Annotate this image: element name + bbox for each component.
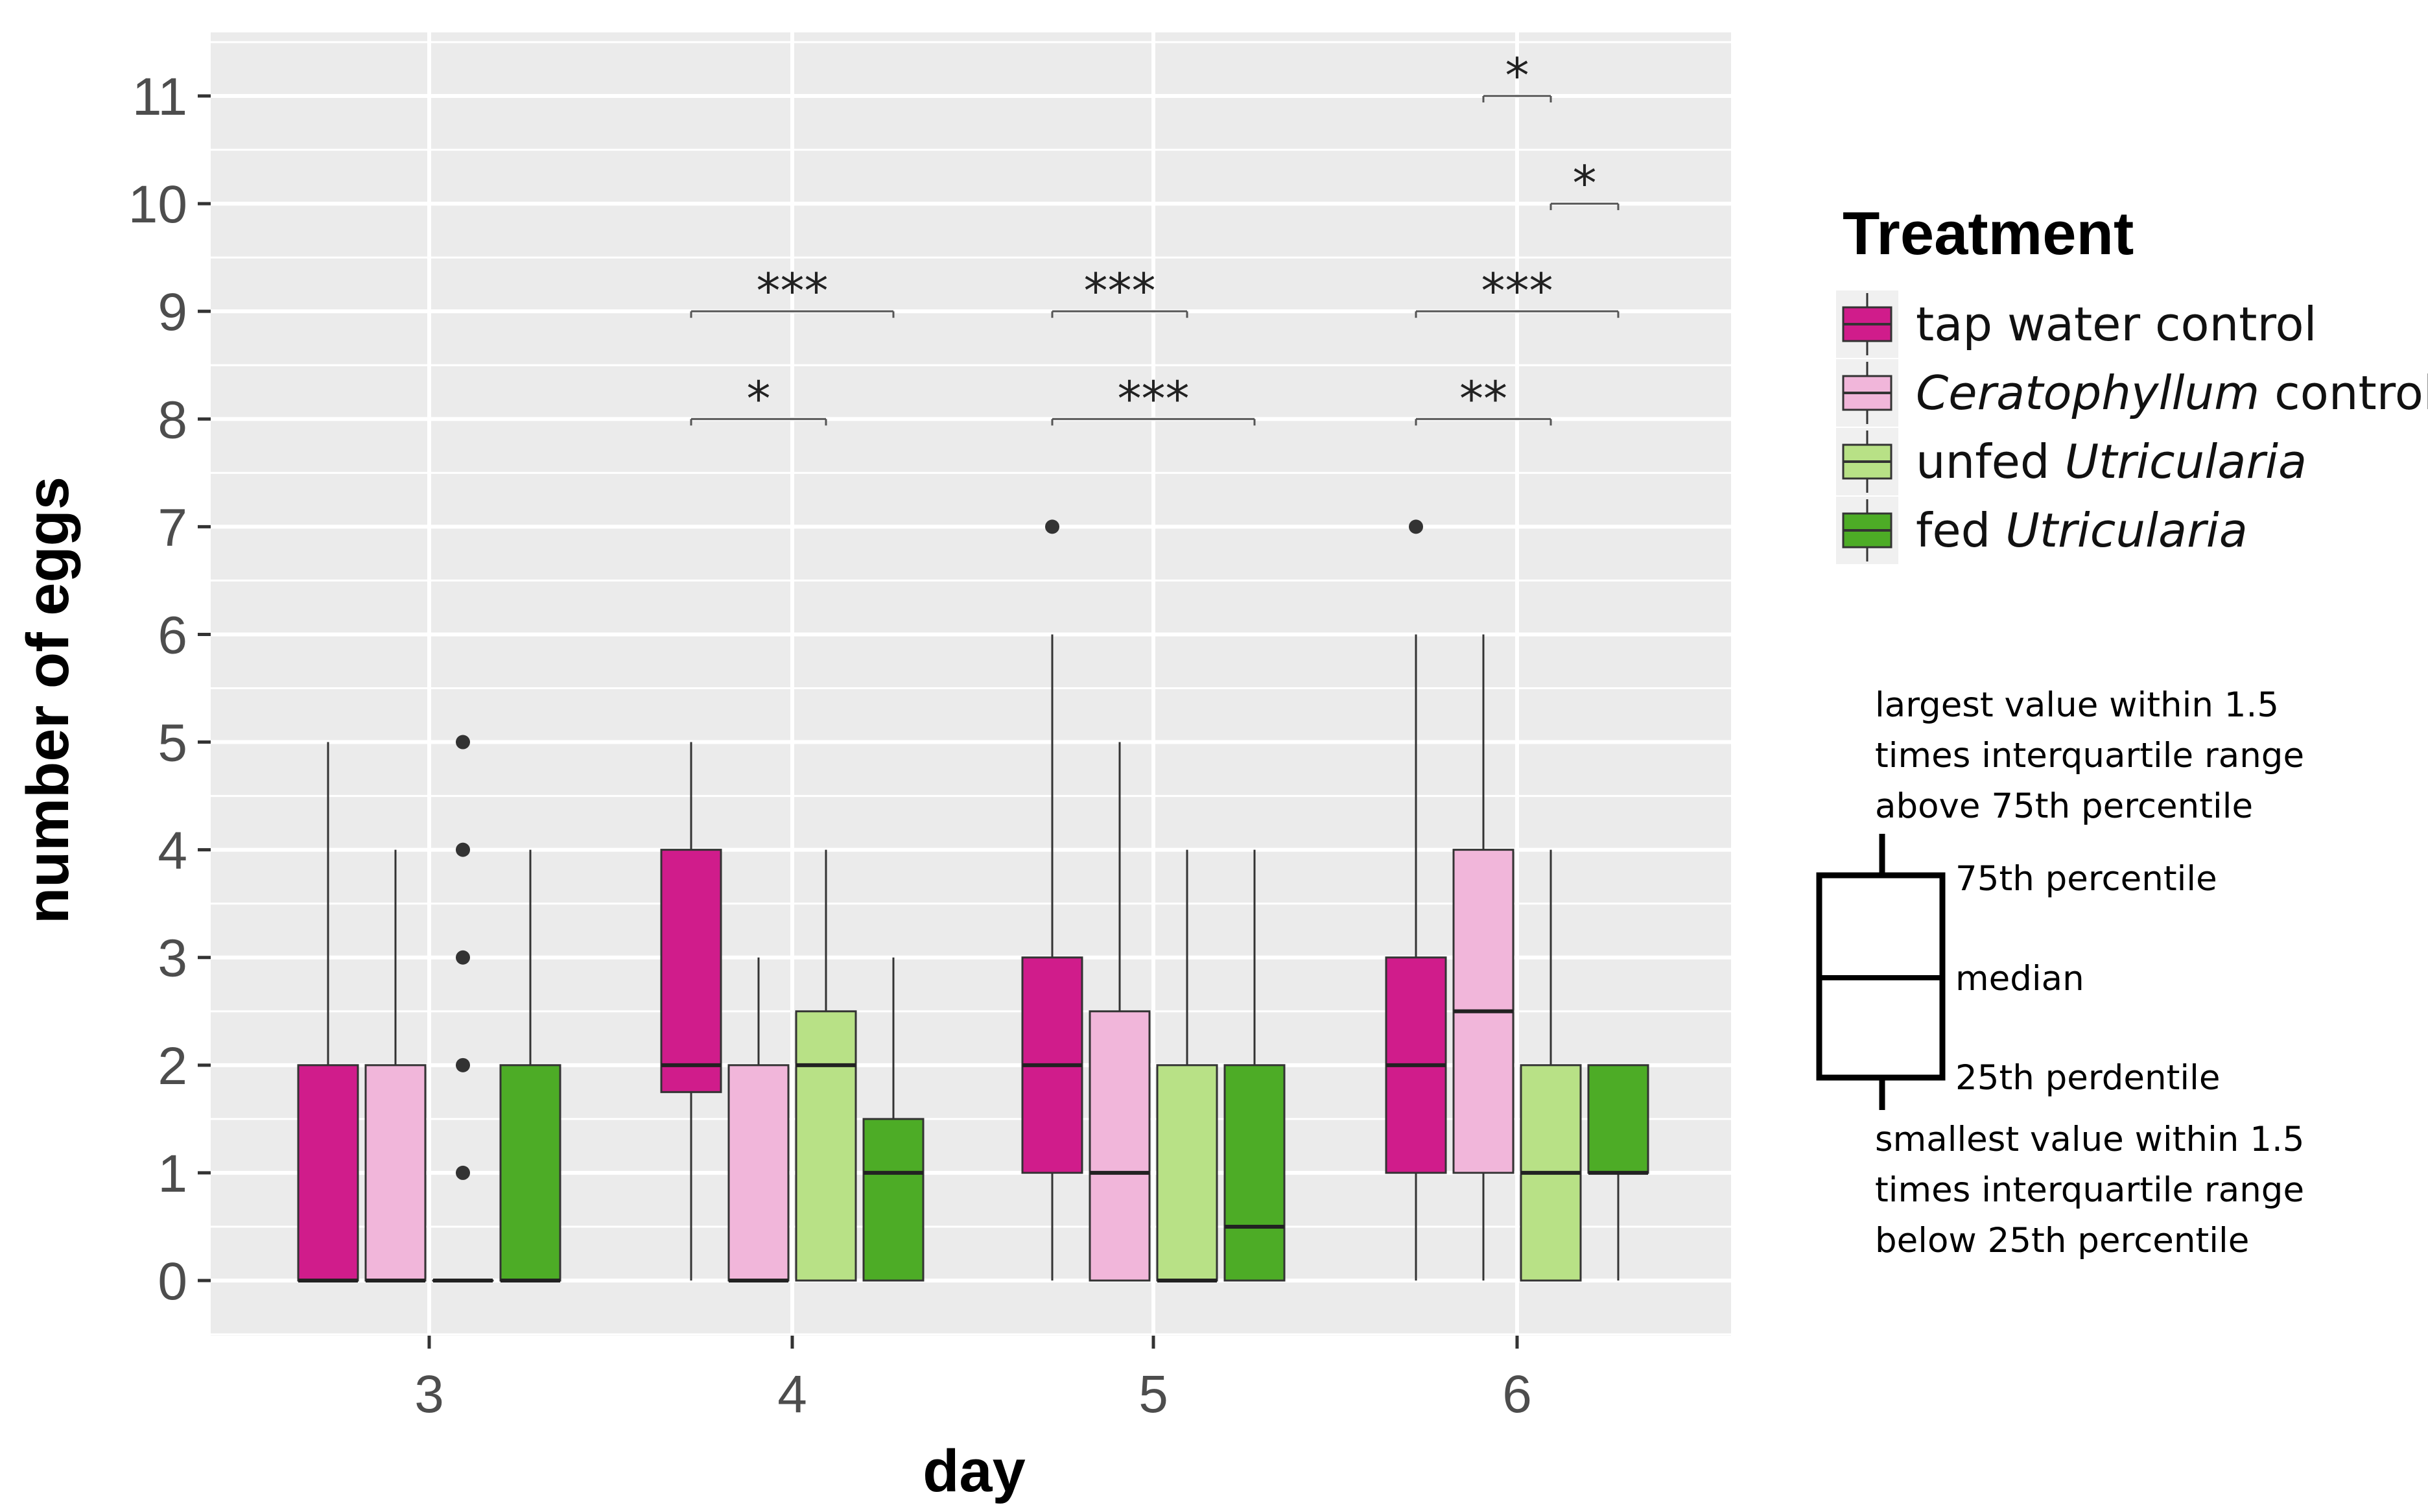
box-day5-group2	[1089, 742, 1151, 1282]
y-tick-label: 3	[158, 929, 187, 988]
significance-label: ***	[1481, 263, 1553, 319]
y-tick-label: 11	[132, 67, 187, 126]
x-axis-title: day	[923, 1438, 1026, 1504]
legend-entry-3: unfed Utricularia	[1836, 428, 2307, 495]
box-day4-group4	[862, 957, 925, 1282]
key-top-line: largest value within 1.5	[1875, 685, 2279, 725]
y-tick-label: 7	[158, 498, 187, 557]
box-day6-group2	[1452, 634, 1515, 1281]
x-tick-label: 4	[777, 1365, 807, 1424]
significance-label: *	[1573, 156, 1597, 211]
key-q1-label: 25th perdentile	[1955, 1058, 2220, 1098]
significance-label: **	[1459, 371, 1507, 427]
legend-title: Treatment	[1843, 199, 2134, 267]
x-tick-label: 6	[1502, 1365, 1532, 1424]
box-day5-group1	[1021, 519, 1083, 1281]
legend-entry-2: Ceratophyllum control	[1836, 359, 2428, 427]
key-median-label: median	[1955, 959, 2084, 998]
legend: Treatment tap water control Ceratophyllum …	[1836, 199, 2428, 564]
box-day5-group4	[1223, 849, 1286, 1282]
significance-label: *	[1505, 48, 1529, 104]
outlier-point	[456, 735, 470, 750]
outlier-point	[456, 842, 470, 857]
box-day6-group4	[1587, 1064, 1649, 1281]
outlier-point	[1045, 519, 1059, 534]
outlier-point	[456, 1057, 470, 1072]
box-iqr	[499, 1064, 561, 1282]
x-tick-label: 5	[1138, 1365, 1168, 1424]
box-day3-group3	[432, 735, 494, 1282]
outlier-point	[456, 950, 470, 965]
significance-layer: *****************	[690, 48, 1620, 427]
box-iqr	[862, 1118, 925, 1282]
legend-label-part: fed	[1916, 503, 2005, 558]
box-day3-group2	[364, 849, 427, 1282]
y-tick-label: 4	[158, 821, 187, 880]
box-iqr	[795, 1010, 857, 1282]
box-day4-group3	[795, 849, 857, 1282]
legend-label-part: control	[2259, 366, 2428, 420]
y-tick-label: 9	[158, 283, 187, 342]
legend-entry-4: fed Utricularia	[1836, 497, 2248, 564]
legend-label: Ceratophyllum control	[1916, 366, 2428, 420]
box-iqr	[297, 1064, 359, 1282]
box-day4-group2	[727, 957, 790, 1282]
outlier-point	[1409, 519, 1423, 534]
key-bottom-line: times interquartile range	[1875, 1170, 2304, 1210]
box-iqr	[1089, 1010, 1151, 1282]
key-q3-label: 75th percentile	[1955, 859, 2217, 899]
key-top-line: above 75th percentile	[1875, 786, 2253, 826]
key-bottom-line: smallest value within 1.5	[1875, 1120, 2305, 1159]
y-tick-label: 8	[158, 390, 187, 449]
box-day3-group1	[297, 742, 359, 1282]
legend-label-part: Utricularia	[2065, 434, 2307, 489]
x-tick-label: 3	[414, 1365, 444, 1424]
key-bottom-line: below 25th percentile	[1875, 1221, 2249, 1260]
legend-label-part: tap water control	[1916, 297, 2317, 351]
y-tick-label: 10	[128, 175, 187, 234]
y-tick-label: 0	[158, 1252, 187, 1311]
box-day3-group4	[499, 849, 561, 1282]
box-iqr	[727, 1064, 790, 1282]
y-tick-label: 6	[158, 606, 187, 665]
legend-label-part: unfed	[1916, 434, 2065, 489]
y-tick-label: 1	[158, 1144, 187, 1203]
legend-label-part: Ceratophyllum	[1916, 366, 2259, 420]
legend-label-part: Utricularia	[2005, 503, 2248, 558]
box-layer	[297, 519, 1649, 1282]
outlier-point	[456, 1165, 470, 1180]
significance-label: ***	[757, 263, 829, 319]
box-day6-group1	[1385, 519, 1447, 1281]
boxplot-key: largest value within 1.5 times interquart…	[1816, 685, 2305, 1260]
box-iqr	[660, 849, 722, 1093]
axis-layer: 0 1 2 3 4 5 6 7 8 9 10 11 3 4 5 6 day number of eggs	[15, 67, 1532, 1504]
significance-label: *	[747, 371, 771, 427]
legend-label: tap water control	[1916, 297, 2317, 351]
key-top-line: times interquartile range	[1875, 736, 2304, 775]
box-iqr	[364, 1064, 427, 1282]
box-iqr	[1156, 1064, 1218, 1282]
legend-label: unfed Utricularia	[1916, 434, 2307, 489]
y-tick-label: 5	[158, 714, 187, 773]
box-iqr	[1587, 1064, 1649, 1174]
legend-entry-1: tap water control	[1836, 290, 2317, 358]
significance-label: ***	[1118, 371, 1190, 427]
legend-label: fed Utricularia	[1916, 503, 2248, 558]
box-day6-group3	[1520, 849, 1582, 1282]
box-day5-group3	[1156, 849, 1218, 1282]
significance-label: ***	[1084, 263, 1156, 319]
box-iqr	[1223, 1064, 1286, 1282]
y-axis-title: number of eggs	[15, 477, 81, 924]
box-day4-group1	[660, 742, 722, 1281]
y-tick-label: 2	[158, 1037, 187, 1096]
plot-panel	[211, 32, 1731, 1336]
